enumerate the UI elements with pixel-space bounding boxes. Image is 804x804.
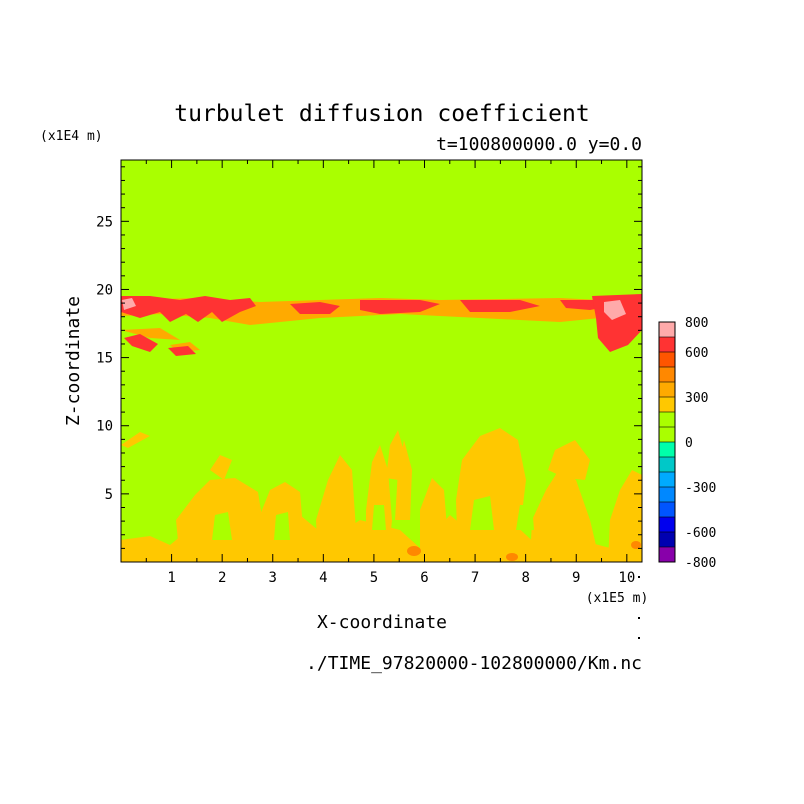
plume-4 <box>316 455 356 562</box>
colorbar-segment <box>659 367 675 382</box>
colorbar-tick-label: -300 <box>685 481 716 496</box>
strong-center-2 <box>360 300 440 314</box>
plume-11 <box>608 470 642 562</box>
y-tick-label: 25 <box>96 214 113 230</box>
plume-6 <box>395 440 412 520</box>
region-lower-strong <box>407 541 641 561</box>
x-axis-label: X-coordinate <box>317 612 447 633</box>
plume-9 <box>530 468 600 562</box>
y-unit-label: (x1E4 m) <box>40 129 103 144</box>
colorbar-segment <box>659 397 675 412</box>
plume-13 <box>386 430 404 480</box>
strong-left <box>121 296 256 322</box>
spot-1 <box>407 546 421 556</box>
hole-5 <box>372 505 386 530</box>
colorbar-segment <box>659 382 675 397</box>
y-axis-label: Z-coordinate <box>63 296 84 426</box>
chart-subtitle: t=100800000.0 y=0.0 <box>436 134 642 155</box>
axes: 1 2 3 4 5 6 7 8 9 10 5 10 15 20 25 <box>96 159 643 586</box>
x-tick-label: 8 <box>521 570 529 586</box>
spot-2 <box>506 553 518 561</box>
colorbar-tick-label: -600 <box>685 526 716 541</box>
region-upper-peak <box>122 298 626 320</box>
colorbar-segment <box>659 442 675 457</box>
source-file-label: ./TIME_97820000-102800000/Km.nc <box>306 653 642 674</box>
y-tick-label: 5 <box>105 487 113 503</box>
colorbar-tick-label: 800 <box>685 316 708 331</box>
colorbar-tick-label: -800 <box>685 556 716 571</box>
x-tick-label: 4 <box>319 570 327 586</box>
colorbar-segment <box>659 532 675 547</box>
y-tick-label: 20 <box>96 282 113 298</box>
hole-1 <box>212 512 232 540</box>
peak-right <box>604 300 626 320</box>
x-tick-label: 3 <box>269 570 277 586</box>
strong-center-3 <box>460 300 540 312</box>
colorbar-frame <box>658 321 676 563</box>
colorbar: 800 600 300 0 -300 -600 -800 <box>658 316 716 571</box>
strong-center-1 <box>290 302 340 314</box>
colorbar-segment <box>659 472 675 487</box>
colorbar-segment <box>659 322 675 337</box>
region-lower-holes <box>212 496 534 540</box>
spot-3 <box>631 541 641 549</box>
colorbar-segment <box>659 502 675 517</box>
x-tick-label: 7 <box>471 570 479 586</box>
y-tick-label: 10 <box>96 419 113 435</box>
colorbar-tick-label: 300 <box>685 391 708 406</box>
x-unit-label: (x1E5 m) <box>586 591 649 606</box>
hole-2 <box>274 512 290 540</box>
plot-frame <box>120 159 643 563</box>
plume-7 <box>420 478 448 562</box>
x-tick-label: 6 <box>420 570 428 586</box>
x-tick-label: 1 <box>167 570 175 586</box>
colorbar-segment <box>659 412 675 427</box>
x-tick-label: 9 <box>572 570 580 586</box>
hole-4 <box>516 505 534 530</box>
colorbar-tick-label: 600 <box>685 346 708 361</box>
plume-5 <box>366 445 392 562</box>
band-lower-1 <box>121 328 180 340</box>
colorbar-segment <box>659 517 675 532</box>
plot-area <box>121 160 642 562</box>
colorbar-tick-label: 0 <box>685 436 693 451</box>
colorbar-segment <box>659 547 675 562</box>
corner-markers <box>638 576 640 639</box>
plume-2 <box>210 455 232 480</box>
hole-3 <box>470 496 494 530</box>
strong-lower-2 <box>168 346 196 356</box>
y-tick-label: 15 <box>96 351 113 367</box>
colorbar-segment <box>659 457 675 472</box>
strong-lower-1 <box>124 334 158 352</box>
x-tick-label: 2 <box>218 570 226 586</box>
colorbar-segment <box>659 487 675 502</box>
colorbar-segment <box>659 337 675 352</box>
peak-left <box>122 298 136 310</box>
colorbar-segment <box>659 427 675 442</box>
x-tick-label: 5 <box>370 570 378 586</box>
region-lower-plumes <box>121 428 642 562</box>
plume-10 <box>548 440 590 480</box>
colorbar-segment <box>659 352 675 367</box>
x-tick-label: 10 <box>618 570 635 586</box>
chart-title: turbulet diffusion coefficient <box>174 101 589 127</box>
plume-12 <box>121 432 150 448</box>
